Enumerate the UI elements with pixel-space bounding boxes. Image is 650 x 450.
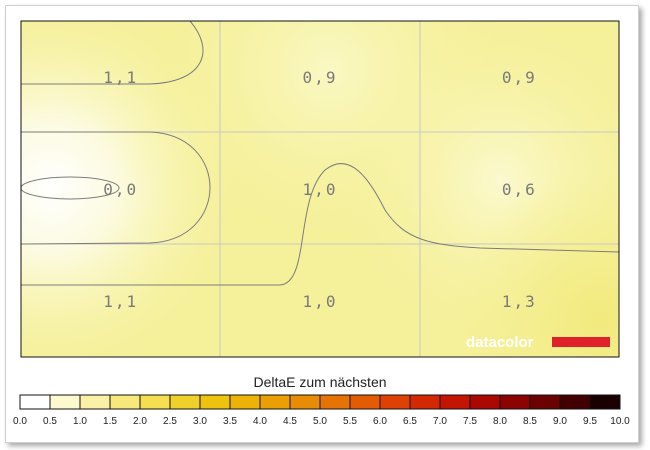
cell-value-r0-c2: 0,9 xyxy=(502,68,537,87)
scale-segment-0 xyxy=(19,394,51,410)
scale-segment-3 xyxy=(109,394,141,410)
scale-tick-label-7: 3.5 xyxy=(223,416,237,427)
scale-segment-18 xyxy=(559,394,591,410)
color-scale-ticks: 0.0 0.5 1.0 1.5 2.0 2.5 3.0 3.5 4.0 4.5 5.0 5.5 6.0 6… xyxy=(13,416,630,427)
cell-value-r1-c2: 0,6 xyxy=(502,180,537,199)
cell-value-r2-c0: 1,1 xyxy=(103,292,138,311)
scale-segment-12 xyxy=(379,394,411,410)
scale-tick-label-19: 9.5 xyxy=(583,416,597,427)
scale-segment-17 xyxy=(529,394,561,410)
color-scale-bar xyxy=(19,394,621,410)
scale-segment-15 xyxy=(469,394,501,410)
scale-tick-label-3: 1.5 xyxy=(103,416,117,427)
cell-value-r1-c1: 1,0 xyxy=(303,180,338,199)
scale-tick-label-1: 0.5 xyxy=(43,416,57,427)
scale-segment-8 xyxy=(259,394,291,410)
scale-tick-label-11: 5.5 xyxy=(343,416,357,427)
heatmap-plot xyxy=(21,21,619,357)
scale-tick-label-5: 2.5 xyxy=(163,416,177,427)
cell-value-r0-c1: 0,9 xyxy=(303,68,338,87)
scale-tick-label-15: 7.5 xyxy=(463,416,477,427)
scale-segment-2 xyxy=(79,394,111,410)
scale-tick-label-6: 3.0 xyxy=(193,416,207,427)
scale-tick-label-4: 2.0 xyxy=(133,416,147,427)
scale-segment-6 xyxy=(199,394,231,410)
scale-segment-9 xyxy=(289,394,321,410)
scale-tick-label-18: 9.0 xyxy=(553,416,567,427)
scale-segment-1 xyxy=(49,394,81,410)
cell-value-r0-c0: 1,1 xyxy=(103,68,138,87)
scale-tick-label-14: 7.0 xyxy=(433,416,447,427)
contour-mid-left xyxy=(21,131,211,245)
scale-segment-13 xyxy=(409,394,441,410)
scale-segment-16 xyxy=(499,394,531,410)
cell-value-r2-c2: 1,3 xyxy=(502,292,537,311)
contour-center-spot xyxy=(21,176,120,200)
scale-segment-19 xyxy=(589,394,621,410)
cell-value-r2-c1: 1,0 xyxy=(303,292,338,311)
scale-segment-14 xyxy=(439,394,471,410)
scale-segment-11 xyxy=(349,394,381,410)
scale-tick-label-0: 0.0 xyxy=(13,416,27,427)
heatmap-white-spot xyxy=(21,21,619,357)
scale-segment-7 xyxy=(229,394,261,410)
contour-top-left xyxy=(21,21,204,85)
watermark-bar xyxy=(552,337,610,347)
scale-tick-label-12: 6.0 xyxy=(373,416,387,427)
scale-title: DeltaE zum nächsten xyxy=(253,374,386,390)
scale-tick-label-2: 1.0 xyxy=(73,416,87,427)
watermark-text: datacolor xyxy=(466,334,534,351)
scale-segment-10 xyxy=(319,394,351,410)
cell-value-r1-c0: 0,0 xyxy=(103,180,138,199)
scale-tick-label-20: 10.0 xyxy=(610,416,630,427)
scale-segment-4 xyxy=(139,394,171,410)
cell-value-labels: 1,1 0,9 0,9 0,0 1,0 0,6 1,1 1,0 1,3 xyxy=(103,68,537,311)
scale-segment-5 xyxy=(169,394,201,410)
scale-tick-label-16: 8.0 xyxy=(493,416,507,427)
datacolor-watermark: datacolor xyxy=(466,334,610,351)
contour-lower xyxy=(21,163,619,286)
scale-tick-label-10: 5.0 xyxy=(313,416,327,427)
scale-tick-label-17: 8.5 xyxy=(523,416,537,427)
scale-tick-label-8: 4.0 xyxy=(253,416,267,427)
scale-tick-label-13: 6.5 xyxy=(403,416,417,427)
scale-tick-label-9: 4.5 xyxy=(283,416,297,427)
plot-border xyxy=(20,20,620,358)
